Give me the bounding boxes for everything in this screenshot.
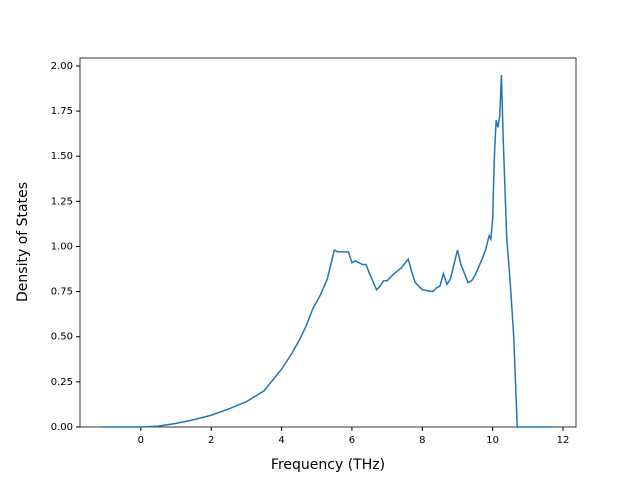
plot-frame: [79, 57, 577, 428]
x-tick-label: 8: [419, 435, 425, 446]
y-tick-label: 0.25: [51, 377, 73, 388]
y-tick-label: 1.75: [51, 106, 73, 117]
y-tick-label: 0.75: [51, 287, 73, 298]
y-tick-label: 0.00: [51, 422, 73, 433]
x-tick-label: 0: [138, 435, 144, 446]
x-tick-label: 4: [278, 435, 284, 446]
x-tick-label: 10: [486, 435, 499, 446]
y-tick-label: 2.00: [51, 61, 73, 72]
line-series: [102, 74, 553, 428]
x-axis-label: Frequency (THz): [271, 457, 385, 473]
y-tick-label: 0.50: [51, 332, 73, 343]
y-tick-label: 1.50: [51, 151, 73, 162]
x-tick-label: 6: [349, 435, 355, 446]
x-tick-label: 12: [557, 435, 570, 446]
y-tick-label: 1.00: [51, 241, 73, 252]
y-tick-label: 1.25: [51, 196, 73, 207]
y-axis-label: Density of States: [15, 182, 31, 302]
x-tick-label: 2: [208, 435, 214, 446]
